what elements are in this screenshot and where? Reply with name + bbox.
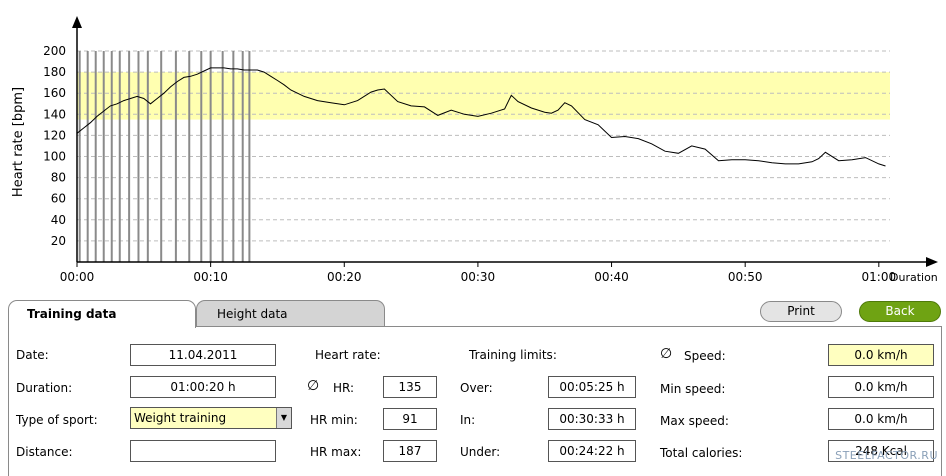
back-button[interactable]: Back: [859, 301, 941, 322]
training-zone-band: [77, 72, 890, 120]
hr-max-label: HR max:: [310, 445, 362, 459]
hr-min-label: HR min:: [310, 413, 358, 427]
y-tick-label: 160: [43, 86, 66, 100]
training-limits-heading: Training limits:: [469, 348, 557, 362]
over-label: Over:: [460, 381, 493, 395]
lap-markers: [78, 51, 251, 262]
heart-rate-series-line: [76, 67, 886, 167]
average-hr-icon: ∅: [307, 378, 320, 394]
under-field[interactable]: 00:24:22 h: [548, 440, 636, 462]
y-tick-labels: 20 40 60 80 100 120 140 160 180 200: [43, 44, 66, 248]
hr-label: HR:: [333, 381, 355, 395]
y-tick-label: 120: [43, 128, 66, 142]
duration-field[interactable]: 01:00:20 h: [130, 376, 276, 398]
hr-field[interactable]: 135: [383, 376, 437, 398]
heart-rate-heading: Heart rate:: [315, 348, 381, 362]
training-zone-rect: [77, 72, 890, 120]
sport-type-label: Type of sport:: [16, 413, 98, 427]
chart-axes: [72, 16, 938, 267]
x-tick-label: 00:00: [60, 270, 95, 284]
y-tick-label: 180: [43, 65, 66, 79]
date-field[interactable]: 11.04.2011: [130, 344, 276, 366]
x-tick-label: 01:00: [862, 270, 897, 284]
over-field[interactable]: 00:05:25 h: [548, 376, 636, 398]
watermark-text: STEELFACTOR.RU: [835, 449, 938, 462]
y-tick-label: 100: [43, 150, 66, 164]
distance-field[interactable]: [130, 440, 276, 462]
max-speed-field[interactable]: 0.0 km/h: [828, 408, 934, 430]
x-tick-label: 00:50: [728, 270, 763, 284]
y-axis-label: Heart rate [bpm]: [11, 87, 26, 197]
y-tick-label: 200: [43, 44, 66, 58]
chart-grid: [77, 50, 890, 242]
hr-min-field[interactable]: 91: [383, 408, 437, 430]
y-tick-label: 20: [51, 234, 66, 248]
max-speed-label: Max speed:: [660, 414, 729, 428]
under-label: Under:: [460, 445, 501, 459]
date-label: Date:: [16, 348, 49, 362]
tab-height-data[interactable]: Height data: [196, 300, 385, 326]
speed-label: Speed:: [684, 349, 726, 363]
x-tick-label: 00:30: [461, 270, 496, 284]
x-axis-label: Duration: [890, 271, 938, 284]
x-tick-label: 00:40: [594, 270, 629, 284]
x-tick-label: 00:20: [327, 270, 362, 284]
x-tick-label: 00:10: [193, 270, 228, 284]
sport-type-value: Weight training: [134, 411, 227, 425]
total-calories-field[interactable]: 248 Kcal: [828, 440, 934, 462]
x-tick-labels: 00:00 00:10 00:20 00:30 00:40 00:50 01:00: [60, 262, 896, 284]
x-axis-arrow-icon: [926, 257, 938, 267]
tab-training-data[interactable]: Training data: [8, 300, 196, 328]
in-field[interactable]: 00:30:33 h: [548, 408, 636, 430]
in-label: In:: [460, 413, 476, 427]
distance-label: Distance:: [16, 445, 73, 459]
y-tick-label: 40: [51, 213, 66, 227]
hr-max-field[interactable]: 187: [383, 440, 437, 462]
dropdown-arrow-icon[interactable]: ▼: [276, 408, 291, 428]
y-tick-label: 60: [51, 192, 66, 206]
speed-field[interactable]: 0.0 km/h: [828, 344, 934, 366]
sport-type-select[interactable]: Weight training ▼: [130, 407, 292, 429]
print-button[interactable]: Print: [760, 301, 842, 322]
total-calories-label: Total calories:: [660, 446, 743, 460]
y-axis-arrow-icon: [72, 16, 82, 28]
min-speed-field[interactable]: 0.0 km/h: [828, 376, 934, 398]
duration-label: Duration:: [16, 381, 73, 395]
y-tick-label: 140: [43, 107, 66, 121]
min-speed-label: Min speed:: [660, 382, 726, 396]
average-speed-icon: ∅: [660, 346, 673, 362]
y-tick-label: 80: [51, 171, 66, 185]
training-data-panel: [8, 326, 942, 476]
